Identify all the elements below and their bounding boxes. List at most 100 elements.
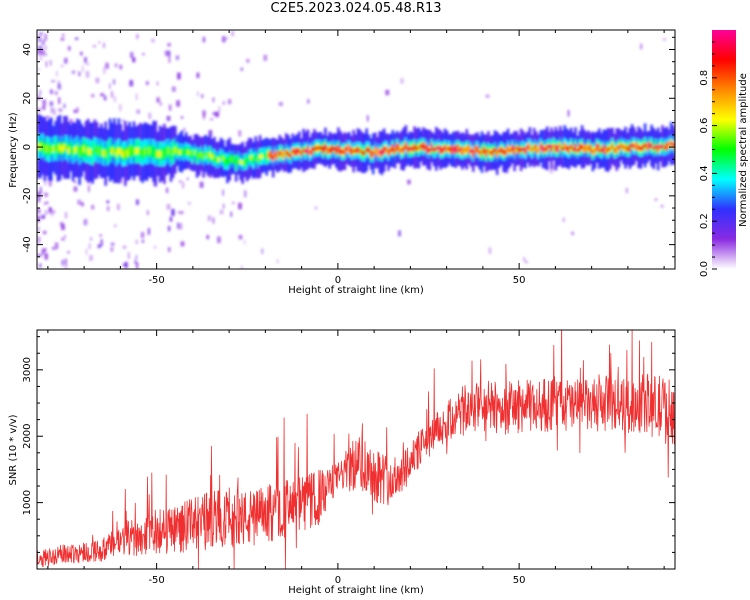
heatmap-ridge-cell-1259 [554, 146, 558, 151]
heatmap-noise-cell-167 [130, 52, 134, 58]
heatmap-ridge-cell-1247 [548, 144, 551, 149]
heatmap-ridge-cell-943 [382, 148, 386, 153]
heatmap-ridge-cell-923 [371, 151, 375, 156]
heatmap-noise-cell-63 [567, 110, 570, 117]
heatmap-noise-cell-2 [201, 94, 204, 98]
heatmap-noise-cell-299 [278, 102, 283, 106]
heatmap-ridge-cell-1347 [602, 146, 606, 151]
heatmap-ridge-cell-1239 [543, 147, 547, 152]
heatmap-ridge-cell-1199 [522, 147, 525, 152]
y-tick-label: 20 [22, 92, 33, 105]
heatmap-noise-cell-25 [261, 248, 264, 254]
heatmap-ridge-cell-755 [280, 151, 284, 156]
heatmap-noise-cell-249 [37, 36, 42, 43]
heatmap-noise-cell-188 [171, 86, 176, 92]
heatmap-noise-cell-293 [219, 209, 224, 215]
heatmap-noise-cell-107 [307, 99, 310, 104]
x-tick-label: 0 [335, 575, 341, 586]
heatmap-ridge-cell-435 [106, 149, 110, 156]
heatmap-ridge-cell-1163 [502, 150, 505, 155]
heatmap-noise-cell-174 [54, 91, 58, 95]
heatmap-noise-cell-30 [121, 119, 124, 122]
heatmap-ridge-cell-859 [337, 147, 340, 152]
heatmap-noise-cell-127 [640, 43, 643, 50]
heatmap-ridge-cell-683 [241, 160, 244, 165]
heatmap-noise-cell-237 [51, 80, 56, 83]
heatmap-ridge-cell-987 [406, 147, 410, 152]
heatmap-noise-cell-250 [385, 89, 390, 96]
spectrogram-x-axis-label: Height of straight line (km) [288, 285, 424, 296]
heatmap-ridge-cell-1399 [630, 143, 634, 148]
heatmap-ridge-cell-1303 [578, 145, 582, 150]
heatmap-ridge-cell-1179 [511, 146, 514, 151]
heatmap-noise-cell-252 [156, 81, 159, 86]
heatmap-noise-cell-195 [58, 80, 60, 87]
heatmap-noise-cell-100 [61, 259, 64, 266]
heatmap-noise-cell-275 [202, 110, 206, 117]
heatmap-noise-cell-258 [118, 104, 122, 111]
heatmap-ridge-cell-1379 [619, 143, 623, 148]
heatmap-noise-cell-121 [167, 226, 171, 232]
heatmap-noise-cell-184 [39, 90, 41, 95]
heatmap-ridge-cell-499 [141, 150, 144, 157]
heatmap-ridge-cell-1087 [461, 148, 464, 153]
heatmap-noise-cell-259 [215, 111, 219, 118]
heatmap-noise-cell-194 [187, 201, 191, 205]
heatmap-ridge-cell-1187 [515, 146, 519, 151]
heatmap-noise-cell-245 [197, 91, 199, 97]
heatmap-ridge-cell-1075 [454, 147, 458, 152]
heatmap-ridge-cell-1423 [643, 143, 647, 148]
heatmap-ridge-cell-563 [176, 148, 179, 153]
heatmap-noise-cell-33 [202, 36, 206, 43]
heatmap-ridge-cell-1315 [585, 146, 588, 151]
heatmap-ridge-cell-1055 [443, 146, 447, 151]
heatmap-ridge-cell-719 [261, 154, 264, 159]
heatmap-ridge-cell-907 [363, 151, 366, 156]
heatmap-noise-cell-260 [37, 215, 40, 223]
heatmap-ridge-cell-1099 [467, 147, 471, 152]
heatmap-noise-cell-162 [58, 108, 63, 112]
heatmap-ridge-cell-1155 [498, 148, 501, 153]
heatmap-noise-cell-183 [49, 60, 52, 66]
heatmap-ridge-cell-1195 [519, 147, 523, 152]
heatmap-noise-cell-261 [77, 199, 82, 205]
heatmap-noise-cell-168 [179, 211, 184, 215]
heatmap-ridge-cell-695 [248, 156, 251, 161]
heatmap-ridge-cell-387 [80, 147, 84, 154]
heatmap-ridge-cell-463 [121, 151, 125, 158]
heatmap-noise-cell-238 [176, 100, 180, 107]
heatmap-ridge-cell-1367 [613, 148, 616, 153]
heatmap-ridge-cell-547 [167, 147, 171, 154]
heatmap-ridge-cell-999 [413, 145, 416, 150]
heatmap-noise-cell-105 [171, 209, 175, 216]
heatmap-noise-cell-223 [222, 189, 224, 196]
spectrogram-x-ticks: -50 0 50 [47, 30, 665, 286]
heatmap-noise-cell-148 [61, 224, 65, 230]
heatmap-noise-cell-172 [105, 62, 109, 69]
heatmap-ridge-cell-1443 [654, 144, 658, 149]
heatmap-ridge-cell-483 [132, 147, 136, 154]
heatmap-ridge-cell-495 [139, 148, 142, 155]
heatmap-noise-cell-196 [98, 41, 101, 44]
colorbar-label: Normalized spectral amplitude [738, 73, 749, 227]
heatmap-ridge-cell-367 [69, 144, 73, 151]
heatmap-ridge-cell-623 [208, 152, 212, 157]
heatmap-noise-cell-178 [61, 237, 65, 241]
heatmap-noise-cell-240 [78, 71, 81, 77]
heatmap-noise-cell-173 [37, 226, 40, 232]
heatmap-noise-cell-271 [553, 164, 556, 171]
heatmap-ridge-cell-827 [319, 145, 323, 150]
heatmap-noise-cell-45 [110, 247, 114, 252]
heatmap-ridge-cell-811 [311, 148, 314, 153]
heatmap-noise-cell-155 [209, 118, 214, 121]
heatmap-noise-cell-117 [183, 127, 186, 132]
heatmap-ridge-cell-855 [335, 148, 338, 153]
heatmap-ridge-cell-927 [374, 148, 377, 153]
heatmap-ridge-cell-1107 [472, 151, 475, 156]
heatmap-ridge-cell-1151 [495, 151, 499, 156]
heatmap-noise-cell-300 [51, 247, 56, 250]
heatmap-noise-cell-34 [222, 101, 225, 105]
heatmap-ridge-cell-899 [358, 148, 362, 153]
heatmap-noise-cell-225 [39, 263, 42, 268]
heatmap-noise-cell-203 [58, 97, 61, 104]
